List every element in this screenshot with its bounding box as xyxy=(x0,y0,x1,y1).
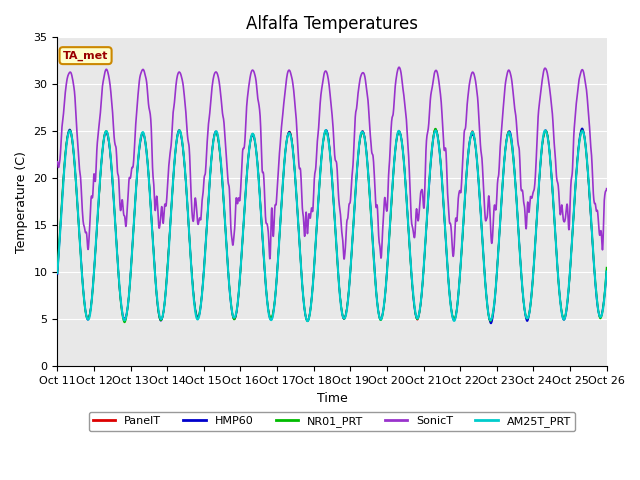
Line: NR01_PRT: NR01_PRT xyxy=(58,129,607,323)
SonicT xyxy=(492,207,500,213)
HMP60 xyxy=(554,275,562,281)
SonicT xyxy=(555,186,563,192)
X-axis label: Time: Time xyxy=(317,392,348,405)
AM25T_PRT xyxy=(207,167,214,173)
PanelT xyxy=(348,249,356,254)
SonicT xyxy=(340,256,348,262)
Line: SonicT: SonicT xyxy=(58,67,607,259)
NR01_PRT xyxy=(360,132,368,138)
HMP60 xyxy=(603,269,611,275)
NR01_PRT xyxy=(555,280,563,286)
SonicT xyxy=(570,133,577,139)
SonicT xyxy=(603,186,611,192)
HMP60 xyxy=(348,249,356,255)
AM25T_PRT xyxy=(555,279,563,285)
AM25T_PRT xyxy=(348,240,356,245)
AM25T_PRT xyxy=(603,269,611,275)
NR01_PRT xyxy=(603,265,611,271)
PanelT xyxy=(431,126,439,132)
NR01_PRT xyxy=(570,209,577,215)
NR01_PRT xyxy=(121,320,129,325)
NR01_PRT xyxy=(492,283,500,288)
PanelT xyxy=(603,270,611,276)
PanelT xyxy=(555,279,563,285)
PanelT xyxy=(487,318,495,324)
HMP60 xyxy=(54,271,61,277)
Text: TA_met: TA_met xyxy=(63,50,108,61)
SonicT xyxy=(360,71,368,76)
PanelT xyxy=(54,270,61,276)
Y-axis label: Temperature (C): Temperature (C) xyxy=(15,151,28,253)
SonicT xyxy=(395,64,403,70)
AM25T_PRT xyxy=(492,283,500,288)
PanelT xyxy=(360,130,367,135)
Legend: PanelT, HMP60, NR01_PRT, SonicT, AM25T_PRT: PanelT, HMP60, NR01_PRT, SonicT, AM25T_P… xyxy=(89,411,575,432)
NR01_PRT xyxy=(431,126,439,132)
HMP60 xyxy=(579,125,586,131)
HMP60 xyxy=(570,213,577,218)
Line: AM25T_PRT: AM25T_PRT xyxy=(58,130,607,321)
AM25T_PRT xyxy=(570,209,577,215)
Title: Alfalfa Temperatures: Alfalfa Temperatures xyxy=(246,15,418,33)
HMP60 xyxy=(360,130,367,136)
PanelT xyxy=(492,282,500,288)
SonicT xyxy=(207,101,214,107)
PanelT xyxy=(570,211,577,217)
HMP60 xyxy=(487,321,495,326)
SonicT xyxy=(54,159,61,165)
Line: HMP60: HMP60 xyxy=(58,128,607,324)
AM25T_PRT xyxy=(322,127,330,133)
Line: PanelT: PanelT xyxy=(58,129,607,321)
PanelT xyxy=(207,168,214,173)
AM25T_PRT xyxy=(303,318,311,324)
NR01_PRT xyxy=(207,164,214,169)
SonicT xyxy=(348,174,356,180)
AM25T_PRT xyxy=(54,270,61,276)
HMP60 xyxy=(207,167,214,172)
NR01_PRT xyxy=(54,267,61,273)
AM25T_PRT xyxy=(360,133,368,139)
HMP60 xyxy=(492,287,499,293)
NR01_PRT xyxy=(348,245,356,251)
